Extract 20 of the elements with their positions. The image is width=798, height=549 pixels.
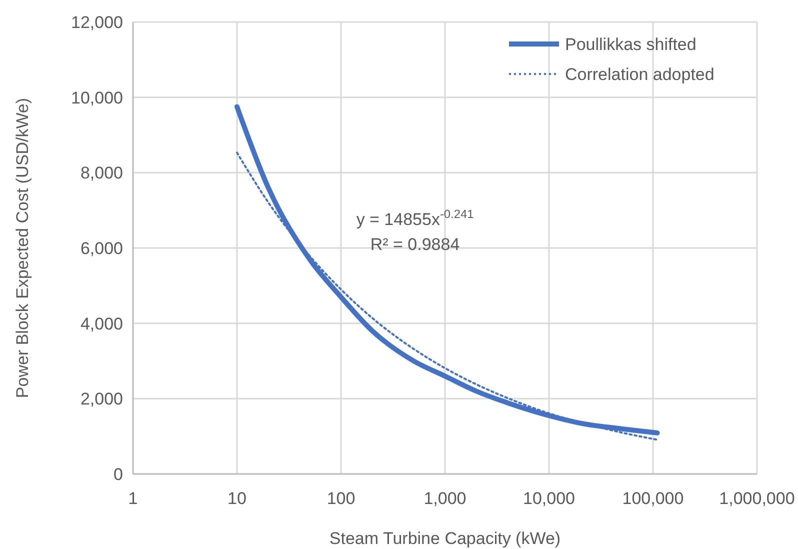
x-tick-label: 1: [128, 489, 138, 508]
y-tick-label: 6,000: [80, 238, 123, 258]
x-tick-label: 100,000: [622, 489, 684, 508]
legend-label: Poullikkas shifted: [565, 34, 696, 54]
x-axis-title: Steam Turbine Capacity (kWe): [329, 529, 561, 548]
annotation: y = 14855x$^{-0.241}$: [356, 207, 474, 229]
y-tick-label: 2,000: [80, 390, 123, 409]
y-tick-label: 10,000: [71, 88, 123, 108]
y-axis-title: Power Block Expected Cost (USD/kWe): [13, 98, 32, 398]
annotation: R² = 0.9884: [370, 235, 460, 254]
x-tick-label: 10,000: [523, 489, 575, 508]
y-tick-label: 0: [114, 464, 123, 484]
y-tick-label: 12,000: [71, 12, 123, 32]
x-tick-label: 1,000,000: [719, 489, 795, 508]
y-tick-label: 4,000: [80, 314, 123, 334]
x-tick-label: 100: [326, 489, 356, 508]
x-tick-label: 1,000: [424, 489, 466, 508]
x-tick-label: 10: [228, 489, 246, 508]
y-tick-label: 8,000: [80, 164, 123, 183]
legend-label: Correlation adopted: [565, 64, 714, 84]
